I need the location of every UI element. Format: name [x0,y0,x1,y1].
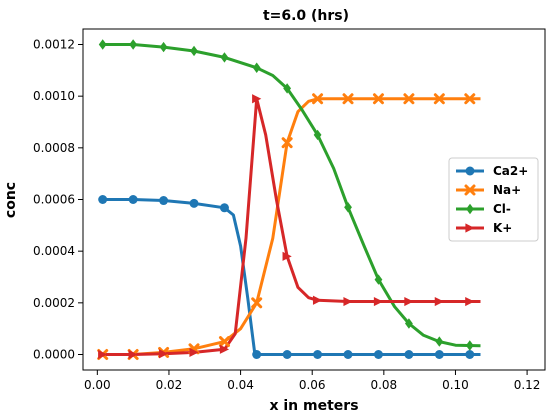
data-point-cl [190,45,198,57]
data-point-cl [405,318,413,329]
data-point-cl [252,62,261,73]
data-point-ca2 [343,350,353,359]
data-point-na [312,93,324,105]
data-point-ca2 [434,350,444,359]
data-point-k [252,94,262,104]
legend-marker-cl [466,203,474,215]
y-tick-label: 0.0006 [33,193,75,207]
series-line-k [102,97,481,356]
data-point-k [282,251,292,261]
x-tick-label: 0.08 [370,378,397,392]
x-tick-label: 0.04 [227,378,254,392]
data-point-ca2 [373,350,383,359]
data-point-k [128,349,138,360]
data-point-na [464,93,476,105]
data-point-ca2 [98,195,108,204]
x-tick-label: 0.12 [514,378,541,392]
data-point-k [343,296,353,307]
data-point-cl [283,83,292,94]
legend-label-k: K+ [493,221,512,235]
x-axis: 0.00 0.02 0.04 0.06 0.08 0.10 0.12 [84,370,540,392]
data-point-ca2 [313,350,323,359]
legend-marker-na [464,184,476,196]
data-point-na [218,336,230,348]
data-point-cl [374,274,383,285]
y-axis: 0.0000 0.0002 0.0004 0.0006 0.0008 0.0010 0.00… [33,38,83,362]
legend: Ca2+ Na+ Cl- K+ [448,157,539,242]
data-point-na [342,93,354,105]
legend-marker-k [465,223,475,233]
y-tick-label: 0.0002 [33,296,75,310]
data-point-ca2 [465,350,475,359]
series-line-na [102,97,481,356]
x-tick-label: 0.00 [84,378,111,392]
y-tick-label: 0.0008 [33,141,75,155]
data-point-na [251,297,263,309]
data-point-na [372,93,384,105]
data-point-k [404,296,414,307]
data-point-k [312,295,323,305]
data-point-ca2 [252,350,262,359]
y-tick-label: 0.0004 [33,244,75,258]
y-axis-title: conc [3,182,19,218]
y-tick-label: 0.0012 [33,38,75,52]
data-point-cl [465,340,474,351]
series-line-cl [102,43,481,348]
data-point-ca2 [282,350,292,359]
legend-label-ca2: Ca2+ [493,164,528,178]
data-point-k [98,349,108,360]
data-point-ca2 [159,196,169,206]
data-point-na [281,137,293,149]
data-point-na [433,93,445,105]
x-tick-label: 0.06 [299,378,326,392]
y-tick-label: 0.0010 [33,89,75,103]
data-point-cl [344,202,352,213]
data-point-k [434,296,444,307]
y-tick-label: 0.0000 [33,348,75,362]
plot-markers [97,39,476,360]
data-point-k [189,347,199,358]
x-tick-label: 0.02 [156,378,183,392]
data-point-k [219,344,230,354]
legend-label-cl: Cl- [493,202,511,216]
data-point-ca2 [404,350,414,359]
data-point-k [158,349,169,359]
data-point-cl [129,39,138,50]
legend-label-na: Na+ [493,183,521,197]
x-tick-label: 0.10 [442,378,469,392]
data-point-cl [220,52,229,63]
data-point-k [373,296,384,307]
legend-marker-ca2 [465,166,475,176]
data-point-ca2 [128,195,138,204]
data-point-k [465,296,475,307]
x-axis-title: x in meters [269,398,358,414]
chart-title: t=6.0 (hrs) [263,8,349,24]
data-point-ca2 [219,203,229,213]
series-line-ca2 [102,198,481,356]
data-point-cl [313,129,322,141]
data-point-cl [159,41,168,53]
data-point-cl [98,39,107,50]
data-point-na [403,93,415,105]
data-point-cl [435,336,444,347]
data-point-ca2 [189,198,199,208]
legend-box [448,157,539,242]
